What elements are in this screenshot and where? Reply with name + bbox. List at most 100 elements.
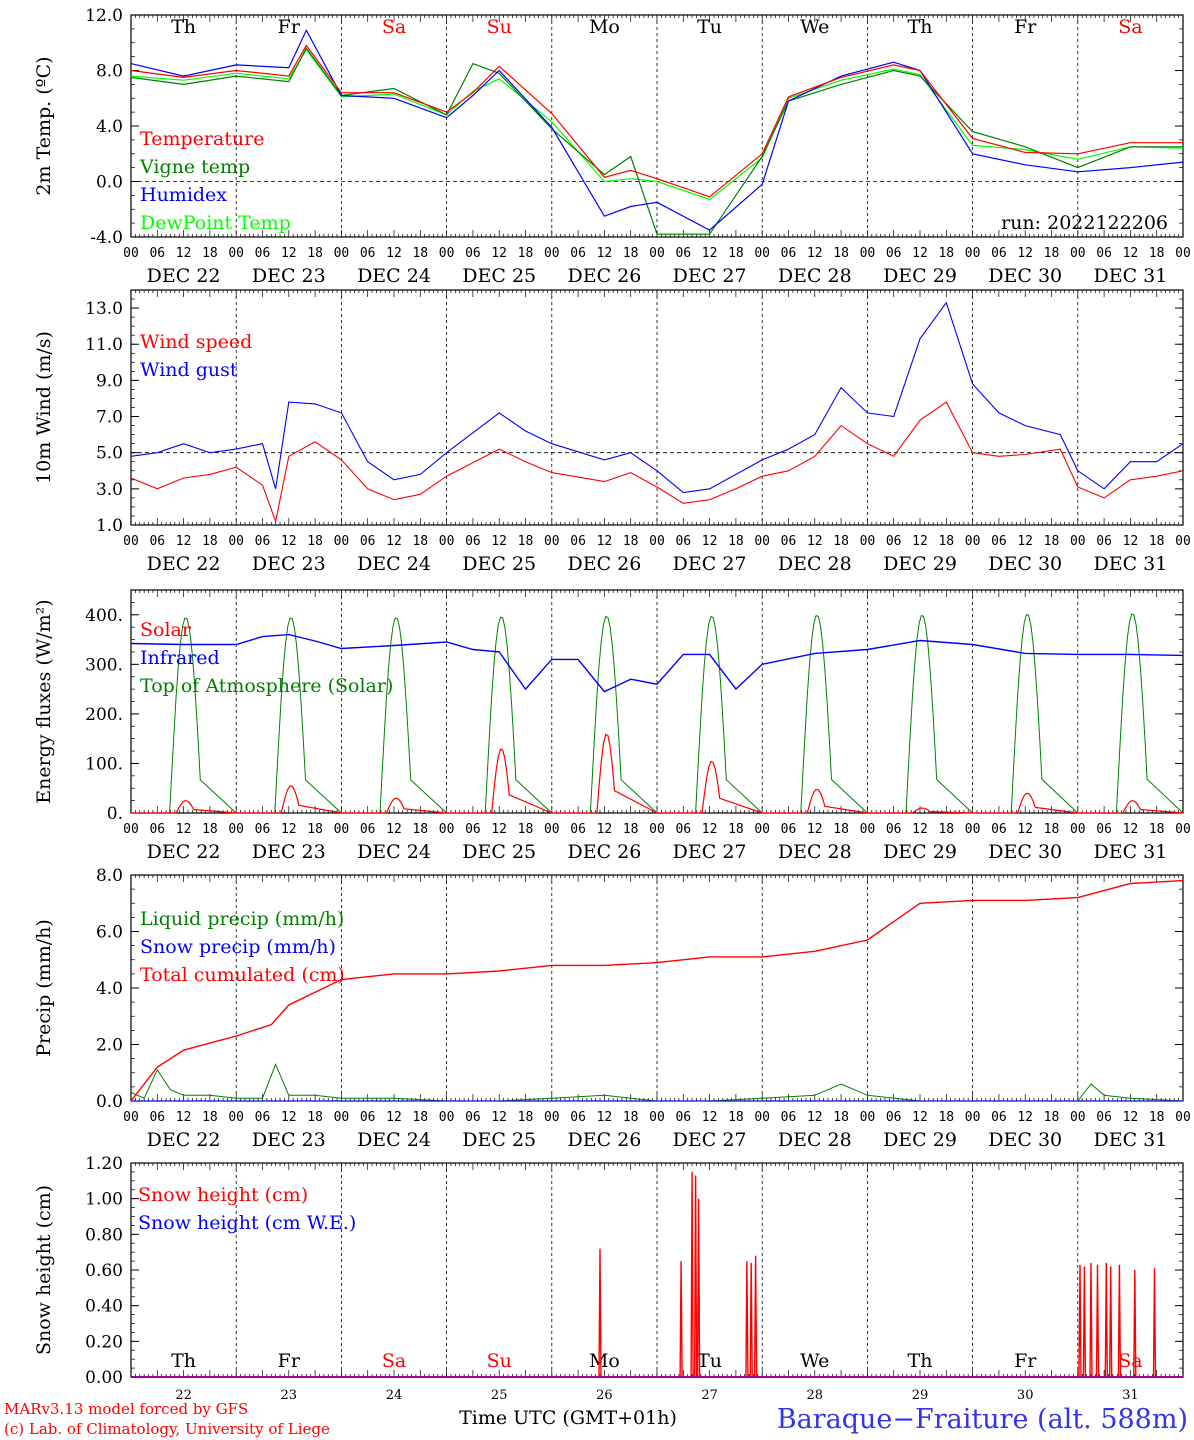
date-label: DEC 30 — [988, 841, 1062, 863]
day-number-label: 30 — [1017, 1388, 1034, 1403]
date-label: DEC 24 — [357, 265, 431, 287]
hour-tick-label: 12 — [176, 1110, 192, 1125]
hour-tick-label: 00 — [334, 534, 350, 549]
y-tick-label: -4.0 — [90, 228, 123, 248]
hour-tick-label: 00 — [1175, 822, 1191, 837]
date-label: DEC 27 — [673, 265, 747, 287]
hour-tick-label: 18 — [833, 822, 849, 837]
hour-tick-label: 00 — [649, 534, 665, 549]
y-axis-title: Precip (mm/h) — [33, 919, 55, 1057]
day-name-label: Th — [171, 16, 196, 38]
day-name-label: Th — [908, 1350, 933, 1372]
y-tick-label: 400. — [85, 606, 123, 626]
hour-tick-label: 00 — [860, 246, 876, 261]
date-label: DEC 26 — [567, 841, 641, 863]
hour-tick-label: 00 — [123, 1110, 139, 1125]
y-tick-label: 3.0 — [96, 480, 123, 500]
hour-tick-label: 12 — [491, 246, 507, 261]
hour-tick-label: 18 — [728, 822, 744, 837]
hour-tick-label: 00 — [860, 1110, 876, 1125]
run-label: run: 2022122206 — [1001, 212, 1168, 234]
hour-tick-label: 06 — [1096, 534, 1112, 549]
series-line — [131, 733, 1184, 814]
legend-entry: Snow height (cm) — [138, 1184, 308, 1206]
hour-tick-label: 18 — [307, 534, 323, 549]
hour-tick-label: 12 — [702, 246, 718, 261]
day-name-label: Su — [487, 1350, 512, 1372]
hour-tick-label: 00 — [439, 1110, 455, 1125]
series-line — [130, 301, 1184, 494]
hour-tick-label: 12 — [491, 1110, 507, 1125]
hour-tick-label: 06 — [149, 822, 165, 837]
hour-tick-label: 18 — [518, 822, 534, 837]
hour-tick-label: 06 — [1096, 1110, 1112, 1125]
hour-tick-label: 18 — [202, 822, 218, 837]
hour-tick-label: 18 — [623, 822, 639, 837]
hour-tick-label: 12 — [1017, 822, 1033, 837]
y-axis-title: 2m Temp. (ºC) — [33, 56, 55, 195]
hour-tick-label: 18 — [412, 246, 428, 261]
day-number-label: 23 — [281, 1388, 298, 1403]
date-label: DEC 28 — [778, 265, 852, 287]
date-label: DEC 28 — [778, 841, 852, 863]
day-number-label: 31 — [1122, 1388, 1139, 1403]
hour-tick-label: 06 — [781, 534, 797, 549]
hour-tick-label: 06 — [991, 246, 1007, 261]
date-label: DEC 24 — [357, 841, 431, 863]
series-line — [130, 879, 1184, 1102]
hour-tick-label: 18 — [518, 1110, 534, 1125]
hour-tick-label: 06 — [886, 246, 902, 261]
y-tick-label: 13.0 — [85, 299, 123, 319]
hour-tick-label: 18 — [412, 1110, 428, 1125]
hour-tick-label: 18 — [728, 1110, 744, 1125]
y-tick-label: 11.0 — [85, 335, 123, 355]
hour-tick-label: 00 — [228, 1110, 244, 1125]
hour-tick-label: 06 — [781, 822, 797, 837]
series-line — [130, 401, 1184, 524]
hour-tick-label: 00 — [123, 534, 139, 549]
y-tick-label: 0. — [107, 804, 123, 824]
date-label: DEC 30 — [988, 553, 1062, 575]
hour-tick-label: 06 — [886, 1110, 902, 1125]
legend-entry: Top of Atmosphere (Solar) — [140, 675, 393, 697]
hour-tick-label: 18 — [833, 534, 849, 549]
date-label: DEC 24 — [357, 553, 431, 575]
day-number-label: 25 — [491, 1388, 508, 1403]
legend-entry: Wind gust — [140, 359, 238, 381]
hour-tick-label: 06 — [255, 822, 271, 837]
hour-tick-label: 00 — [965, 534, 981, 549]
hour-tick-label: 18 — [833, 1110, 849, 1125]
hour-tick-label: 00 — [1175, 246, 1191, 261]
hour-tick-label: 18 — [938, 246, 954, 261]
chart-panel-1: -4.0 0.0 4.0 8.0 12.0 2m Temp. (ºC) 00 06 12 18 00… — [33, 6, 1191, 287]
day-name-label: Tu — [697, 1350, 722, 1372]
hour-tick-label: 18 — [728, 534, 744, 549]
day-number-label: 27 — [701, 1388, 718, 1403]
hour-tick-label: 18 — [518, 534, 534, 549]
hour-tick-label: 18 — [202, 534, 218, 549]
hour-tick-label: 00 — [649, 246, 665, 261]
date-label: DEC 28 — [778, 1129, 852, 1151]
hour-tick-label: 12 — [912, 1110, 928, 1125]
legend-entry: Temperature — [140, 128, 264, 150]
hour-tick-label: 00 — [1070, 246, 1086, 261]
day-number-label: 26 — [596, 1388, 613, 1403]
hour-tick-label: 06 — [149, 534, 165, 549]
credit-line-1: MARv3.13 model forced by GFS — [4, 1400, 248, 1418]
hour-tick-label: 06 — [675, 246, 691, 261]
date-label: DEC 22 — [147, 265, 221, 287]
hour-tick-label: 18 — [623, 246, 639, 261]
y-tick-label: 100. — [85, 754, 123, 774]
hour-tick-label: 18 — [1044, 246, 1060, 261]
hour-tick-label: 12 — [1017, 534, 1033, 549]
hour-tick-label: 00 — [439, 534, 455, 549]
day-name-label: Tu — [697, 16, 722, 38]
hour-tick-label: 12 — [807, 246, 823, 261]
date-label: DEC 23 — [252, 1129, 326, 1151]
hour-tick-label: 06 — [465, 1110, 481, 1125]
day-name-label: Mo — [589, 1350, 620, 1372]
hour-tick-label: 12 — [1017, 1110, 1033, 1125]
hour-tick-label: 12 — [281, 246, 297, 261]
hour-tick-label: 18 — [1044, 822, 1060, 837]
date-label: DEC 24 — [357, 1129, 431, 1151]
